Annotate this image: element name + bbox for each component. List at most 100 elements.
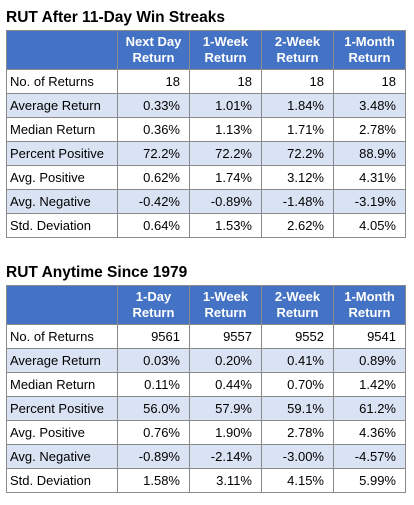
row-label: Average Return <box>6 348 118 373</box>
column-header-line2: Return <box>204 305 247 320</box>
table-row: Percent Positive 56.0% 57.9% 59.1% 61.2% <box>6 396 406 421</box>
cell-value: 57.9% <box>189 396 262 421</box>
row-label: Std. Deviation <box>6 468 118 493</box>
column-header-line2: Return <box>348 50 391 65</box>
column-header: 1-Day Return <box>117 285 190 325</box>
cell-value: 1.84% <box>261 93 334 118</box>
cell-value: -2.14% <box>189 444 262 469</box>
cell-value: 3.12% <box>261 165 334 190</box>
row-label: Avg. Positive <box>6 420 118 445</box>
cell-value: 1.71% <box>261 117 334 142</box>
cell-value: 2.78% <box>261 420 334 445</box>
cell-value: 1.74% <box>189 165 262 190</box>
table-row: Median Return 0.36% 1.13% 1.71% 2.78% <box>6 117 406 142</box>
anytime-table: 1-Day Return 1-Week Return 2-Week Return 1-… <box>6 285 406 493</box>
win-streak-table-title: RUT After 11-Day Win Streaks <box>6 9 225 26</box>
row-label: Median Return <box>6 117 118 142</box>
cell-value: 0.41% <box>261 348 334 373</box>
column-header: 2-Week Return <box>261 285 334 325</box>
cell-value: 1.01% <box>189 93 262 118</box>
row-label: Percent Positive <box>6 396 118 421</box>
column-header: 1-Month Return <box>333 30 406 70</box>
table-row: Std. Deviation 0.64% 1.53% 2.62% 4.05% <box>6 213 406 238</box>
column-header: 2-Week Return <box>261 30 334 70</box>
cell-value: -3.19% <box>333 189 406 214</box>
column-header-line1: 2-Week <box>274 34 321 49</box>
cell-value: -0.42% <box>117 189 190 214</box>
win-streak-section: RUT After 11-Day Win Streaks Next Day Ret… <box>6 8 406 238</box>
cell-value: 9557 <box>189 324 262 349</box>
column-header: 1-Week Return <box>189 30 262 70</box>
cell-value: 4.36% <box>333 420 406 445</box>
win-streak-table: Next Day Return 1-Week Return 2-Week Return… <box>6 30 406 238</box>
row-label: No. of Returns <box>6 324 118 349</box>
cell-value: -3.00% <box>261 444 334 469</box>
cell-value: -4.57% <box>333 444 406 469</box>
corner-cell <box>6 30 118 70</box>
cell-value: 0.03% <box>117 348 190 373</box>
cell-value: 4.15% <box>261 468 334 493</box>
cell-value: 0.44% <box>189 372 262 397</box>
column-header-line2: Return <box>348 305 391 320</box>
cell-value: 72.2% <box>261 141 334 166</box>
column-header-line1: 1-Month <box>344 289 395 304</box>
cell-value: 1.53% <box>189 213 262 238</box>
cell-value: 0.36% <box>117 117 190 142</box>
cell-value: 0.76% <box>117 420 190 445</box>
row-label: Median Return <box>6 372 118 397</box>
cell-value: -0.89% <box>189 189 262 214</box>
column-header-line1: 1-Month <box>344 34 395 49</box>
cell-value: 2.62% <box>261 213 334 238</box>
table-row: Median Return 0.11% 0.44% 0.70% 1.42% <box>6 372 406 397</box>
column-header-line1: 1-Day <box>135 289 172 304</box>
cell-value: -1.48% <box>261 189 334 214</box>
anytime-section: RUT Anytime Since 1979 1-Day Return 1-Wee… <box>6 263 406 493</box>
column-header-line2: Return <box>276 305 319 320</box>
column-header-line1: 2-Week <box>274 289 321 304</box>
table-row: No. of Returns 9561 9557 9552 9541 <box>6 324 406 349</box>
cell-value: 18 <box>117 69 190 94</box>
table-row: Average Return 0.33% 1.01% 1.84% 3.48% <box>6 93 406 118</box>
table-row: Avg. Positive 0.76% 1.90% 2.78% 4.36% <box>6 420 406 445</box>
cell-value: 0.64% <box>117 213 190 238</box>
cell-value: 0.70% <box>261 372 334 397</box>
row-label: Std. Deviation <box>6 213 118 238</box>
table-row: No. of Returns 18 18 18 18 <box>6 69 406 94</box>
cell-value: 18 <box>189 69 262 94</box>
cell-value: 0.11% <box>117 372 190 397</box>
column-header-line2: Return <box>132 50 175 65</box>
row-label: Avg. Positive <box>6 165 118 190</box>
column-header: 1-Month Return <box>333 285 406 325</box>
cell-value: 56.0% <box>117 396 190 421</box>
cell-value: -0.89% <box>117 444 190 469</box>
cell-value: 1.90% <box>189 420 262 445</box>
column-header: 1-Week Return <box>189 285 262 325</box>
corner-cell <box>6 285 118 325</box>
column-header-line1: 1-Week <box>202 34 249 49</box>
column-header: Next Day Return <box>117 30 190 70</box>
cell-value: 0.89% <box>333 348 406 373</box>
row-label: No. of Returns <box>6 69 118 94</box>
cell-value: 9561 <box>117 324 190 349</box>
cell-value: 5.99% <box>333 468 406 493</box>
column-header-line1: 1-Week <box>202 289 249 304</box>
cell-value: 88.9% <box>333 141 406 166</box>
cell-value: 2.78% <box>333 117 406 142</box>
table-row: Avg. Negative -0.89% -2.14% -3.00% -4.57… <box>6 444 406 469</box>
cell-value: 9541 <box>333 324 406 349</box>
table-row: Percent Positive 72.2% 72.2% 72.2% 88.9% <box>6 141 406 166</box>
cell-value: 18 <box>261 69 334 94</box>
cell-value: 18 <box>333 69 406 94</box>
cell-value: 3.48% <box>333 93 406 118</box>
cell-value: 59.1% <box>261 396 334 421</box>
row-label: Avg. Negative <box>6 189 118 214</box>
cell-value: 4.31% <box>333 165 406 190</box>
cell-value: 0.33% <box>117 93 190 118</box>
cell-value: 0.62% <box>117 165 190 190</box>
cell-value: 72.2% <box>117 141 190 166</box>
cell-value: 1.13% <box>189 117 262 142</box>
table-row: Average Return 0.03% 0.20% 0.41% 0.89% <box>6 348 406 373</box>
row-label: Percent Positive <box>6 141 118 166</box>
table-row: Avg. Positive 0.62% 1.74% 3.12% 4.31% <box>6 165 406 190</box>
column-header-line2: Return <box>132 305 175 320</box>
